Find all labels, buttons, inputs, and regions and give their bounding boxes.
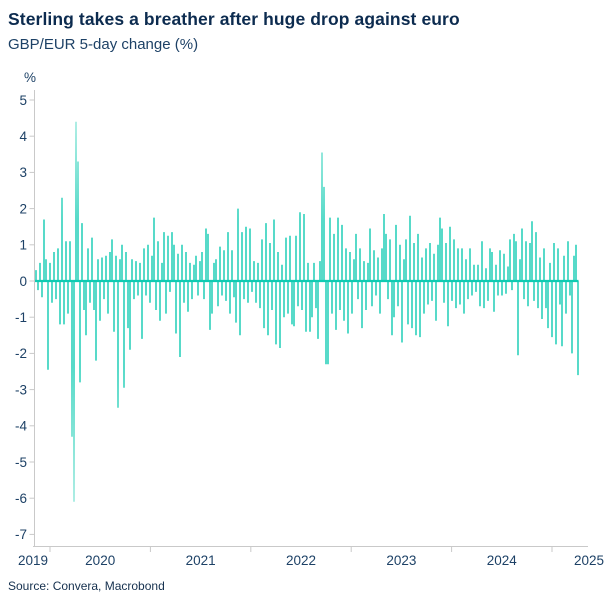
y-tick-label: 5 [19,93,27,108]
y-tick-label: 2 [19,201,27,216]
y-tick-label: 0 [19,274,27,289]
x-year-label: 2020 [85,553,115,568]
y-tick-label: -1 [15,310,27,325]
bars-positive [35,121,577,281]
y-tick-label: -4 [15,419,27,434]
y-tick-label: 4 [19,129,27,144]
y-tick-label: -5 [15,455,27,470]
x-year-label: 2022 [286,553,316,568]
y-tick-label: -6 [15,491,27,506]
x-year-label: 2019 [18,553,48,568]
y-tick-label: -2 [15,346,27,361]
y-tick-label: 3 [19,165,27,180]
source-credit: Source: Convera, Macrobond [8,579,165,593]
y-tick-label: -7 [15,527,27,542]
x-year-label: 2021 [186,553,216,568]
y-axis-unit-label: % [24,70,37,85]
chart-subtitle: GBP/EUR 5-day change (%) [8,36,199,53]
x-year-label: 2024 [487,553,518,568]
x-year-label: 2023 [386,553,416,568]
bars-negative [37,281,579,502]
x-year-label: 2025 [574,553,604,568]
y-tick-label: -3 [15,382,27,397]
chart-title: Sterling takes a breather after huge dro… [8,9,460,29]
y-tick-label: 1 [19,238,27,253]
